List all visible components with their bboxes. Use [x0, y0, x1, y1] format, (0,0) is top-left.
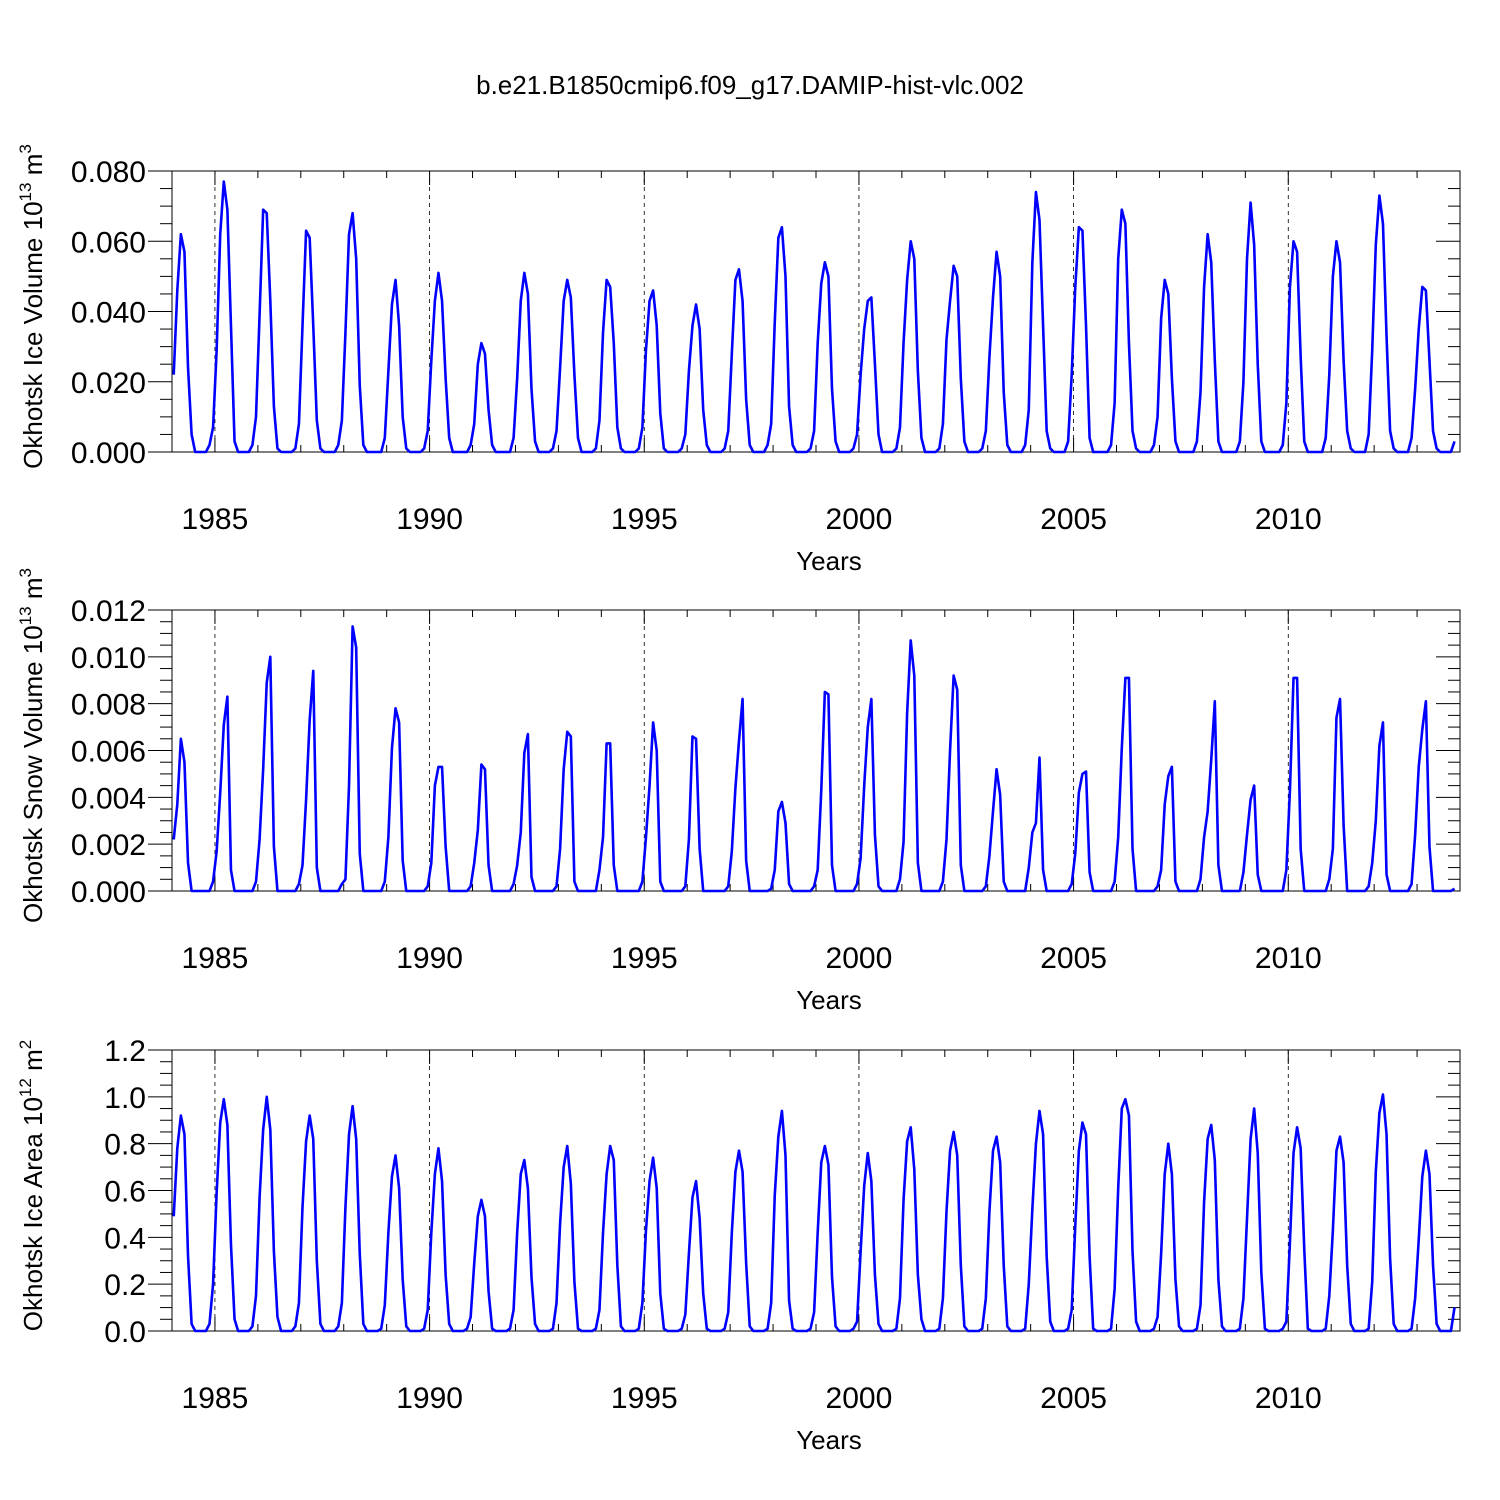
y-tick-label: 1.0	[104, 1082, 146, 1115]
y-tick-label: 0.2	[104, 1269, 146, 1302]
x-tick-label: 1990	[396, 1382, 463, 1415]
x-axis-label: Years	[796, 1425, 862, 1455]
y-tick-label: 0.020	[71, 367, 146, 400]
panel-snow-volume: 0.000 0.002 0.004 0.006 0.008 0.010 0.012 1985…	[16, 568, 1461, 1015]
y-tick-label: 0.008	[71, 689, 146, 722]
x-axis-label: Years	[796, 985, 862, 1015]
y-axis: 0.000 0.020 0.040 0.060 0.080	[71, 156, 1460, 470]
x-tick-label: 1985	[182, 503, 249, 536]
x-tick-label: 1995	[611, 942, 678, 975]
x-axis-label: Years	[796, 546, 862, 576]
y-tick-label: 1.2	[104, 1035, 146, 1068]
y-label-exponent: 13	[16, 183, 35, 202]
y-label-exponent: 13	[16, 606, 35, 625]
y-tick-label: 0.010	[71, 642, 146, 675]
y-label-unit-exponent: 2	[16, 1040, 35, 1049]
y-label-unit-exponent: 3	[16, 144, 35, 153]
vertical-grid	[214, 610, 1289, 891]
y-label-unit: m	[18, 154, 48, 183]
x-tick-label: 1995	[611, 503, 678, 536]
x-tick-label: 2010	[1255, 503, 1322, 536]
y-label-text: Okhotsk Snow Volume 10	[18, 625, 48, 923]
x-axis: 1985 1990 1995 2000 2005 2010	[171, 1050, 1461, 1415]
panel-ice-volume: 0.000 0.020 0.040 0.060 0.080 1985 1990 1995 20…	[16, 144, 1461, 576]
x-axis: 1985 1990 1995 2000 2005 2010	[171, 171, 1461, 536]
y-label-text: Okhotsk Ice Area 10	[18, 1097, 48, 1331]
x-tick-label: 1985	[182, 942, 249, 975]
y-tick-label: 0.060	[71, 226, 146, 259]
vertical-grid	[214, 1050, 1289, 1331]
y-tick-label: 0.040	[71, 297, 146, 330]
y-tick-label: 0.8	[104, 1129, 146, 1162]
y-tick-label: 0.0	[104, 1316, 146, 1349]
y-axis-label: Okhotsk Snow Volume 1013 m3	[16, 568, 48, 923]
y-axis: 0.000 0.002 0.004 0.006 0.008 0.010 0.012	[71, 595, 1460, 909]
y-tick-label: 0.006	[71, 736, 146, 769]
figure-title: b.e21.B1850cmip6.f09_g17.DAMIP-hist-vlc.…	[476, 70, 1024, 100]
x-tick-label: 1985	[182, 1382, 249, 1415]
x-tick-label: 2010	[1255, 1382, 1322, 1415]
series-line	[172, 1093, 1456, 1333]
x-tick-label: 1995	[611, 1382, 678, 1415]
x-tick-label: 2000	[826, 503, 893, 536]
y-label-unit: m	[18, 1049, 48, 1078]
x-tick-label: 2010	[1255, 942, 1322, 975]
x-tick-label: 2005	[1040, 1382, 1107, 1415]
y-tick-label: 0.4	[104, 1222, 146, 1255]
y-tick-label: 0.004	[71, 782, 146, 815]
y-axis: 0.0 0.2 0.4 0.6 0.8 1.0 1.2	[104, 1035, 1460, 1349]
y-label-unit-exponent: 3	[16, 568, 35, 577]
x-tick-label: 1990	[396, 942, 463, 975]
plot-frame	[171, 609, 1461, 892]
series-line	[172, 180, 1456, 454]
x-tick-label: 2005	[1040, 942, 1107, 975]
series-line	[172, 625, 1456, 893]
y-label-text: Okhotsk Ice Volume 10	[18, 201, 48, 468]
y-axis-label: Okhotsk Ice Area 1012 m2	[16, 1040, 48, 1331]
x-tick-label: 2005	[1040, 503, 1107, 536]
y-tick-label: 0.000	[71, 437, 146, 470]
x-tick-label: 2000	[826, 942, 893, 975]
y-tick-label: 0.6	[104, 1176, 146, 1209]
y-axis-label: Okhotsk Ice Volume 1013 m3	[16, 144, 48, 469]
panel-ice-area: 0.00.20.40.60.81.01.2 1985 1990 1995 2000 20…	[16, 1035, 1461, 1455]
x-axis: 1985 1990 1995 2000 2005 2010	[171, 610, 1461, 975]
y-label-unit: m	[18, 577, 48, 606]
y-label-exponent: 12	[16, 1078, 35, 1097]
x-tick-label: 1990	[396, 503, 463, 536]
y-tick-label: 0.080	[71, 156, 146, 189]
y-tick-label: 0.012	[71, 595, 146, 628]
x-tick-label: 2000	[826, 1382, 893, 1415]
y-tick-label: 0.002	[71, 829, 146, 862]
y-tick-label: 0.000	[71, 876, 146, 909]
